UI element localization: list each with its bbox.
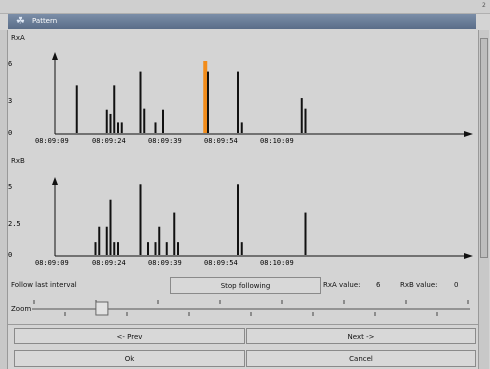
bar [113,85,116,133]
y-tick: 3 [8,97,12,105]
separator [8,324,478,325]
chart-b: 5 2.5 0 08:09:09 08:09:24 08:09:39 08:09… [8,177,473,267]
bar [158,226,161,255]
y-tick: 0 [8,251,12,259]
prev-button[interactable]: <- Prev [14,328,245,344]
chart-a-y-ticks: 6 3 0 [8,60,12,137]
bar [173,212,176,255]
next-button[interactable]: Next -> [246,328,476,344]
x-tick: 08:09:39 [148,137,182,145]
bar [109,113,112,133]
chart-b-axes [52,177,473,259]
x-tick: 08:09:54 [204,259,238,267]
title-bar[interactable]: ☘ Pattern [8,14,476,29]
x-tick: 08:09:09 [35,137,69,145]
bar [117,122,119,133]
rxb-value: 0 [454,281,459,289]
bar [154,242,157,255]
rxa-value-label: RxA value: [323,281,361,289]
bar [120,122,123,133]
bar [109,199,112,255]
chart-a-bars [75,61,307,133]
x-tick: 08:09:54 [204,137,238,145]
chart-b-bars [94,184,307,255]
highlighted-bar [203,61,208,133]
bar [304,212,307,255]
y-tick: 6 [8,60,12,68]
bar [237,71,239,133]
bar [237,184,239,255]
bar [162,109,164,133]
zoom-label: Zoom [11,305,32,313]
chart-b-x-ticks: 08:09:09 08:09:24 08:09:39 08:09:54 08:1… [35,259,294,267]
chart-a-x-ticks: 08:09:09 08:09:24 08:09:39 08:09:54 08:1… [35,137,294,145]
x-tick: 08:10:09 [260,137,294,145]
zoom-slider[interactable] [30,298,476,320]
bar [240,122,243,133]
chart-b-y-ticks: 5 2.5 0 [8,183,21,259]
x-tick: 08:09:24 [92,259,126,267]
follow-last-interval-label: Follow last interval [11,281,77,289]
window-top-edge: 2 [0,0,490,14]
bar [300,98,303,133]
scrollbar-thumb[interactable] [480,38,488,258]
bar [143,108,146,133]
cancel-button[interactable]: Cancel [246,350,476,367]
bar [304,108,307,133]
chart-b-label: RxB [11,157,25,165]
bar [147,242,149,255]
x-tick: 08:09:39 [148,259,182,267]
app-icon: ☘ [16,16,25,27]
bar [207,71,209,133]
zoom-thumb[interactable] [95,301,109,316]
chart-a: 6 3 0 08:09:09 08:09:24 08:09:39 08:09:5… [8,52,473,145]
stop-following-button[interactable]: Stop following [170,277,321,294]
rxa-value: 6 [376,281,381,289]
y-tick: 0 [8,129,12,137]
bar [240,242,243,255]
bar [177,242,179,255]
edge-label: 2 [482,2,486,9]
bar [139,71,142,133]
bar [94,242,97,255]
bar [75,85,78,133]
bar [154,122,157,133]
bar [165,242,168,255]
x-tick: 08:09:24 [92,137,126,145]
y-tick: 5 [8,183,12,191]
chart-a-label: RxA [11,34,25,42]
window-title: Pattern [32,17,58,25]
x-tick: 08:09:09 [35,259,69,267]
left-border [0,30,8,369]
y-tick: 2.5 [8,220,21,228]
bar [105,109,108,133]
bar [117,242,119,255]
ok-button[interactable]: Ok [14,350,245,367]
bar [105,226,108,255]
bar [139,184,142,255]
bar [113,242,116,255]
vertical-scrollbar[interactable] [478,30,489,369]
rxb-value-label: RxB value: [400,281,438,289]
chart-a-axes [52,52,473,137]
bar [98,226,101,255]
x-tick: 08:10:09 [260,259,294,267]
